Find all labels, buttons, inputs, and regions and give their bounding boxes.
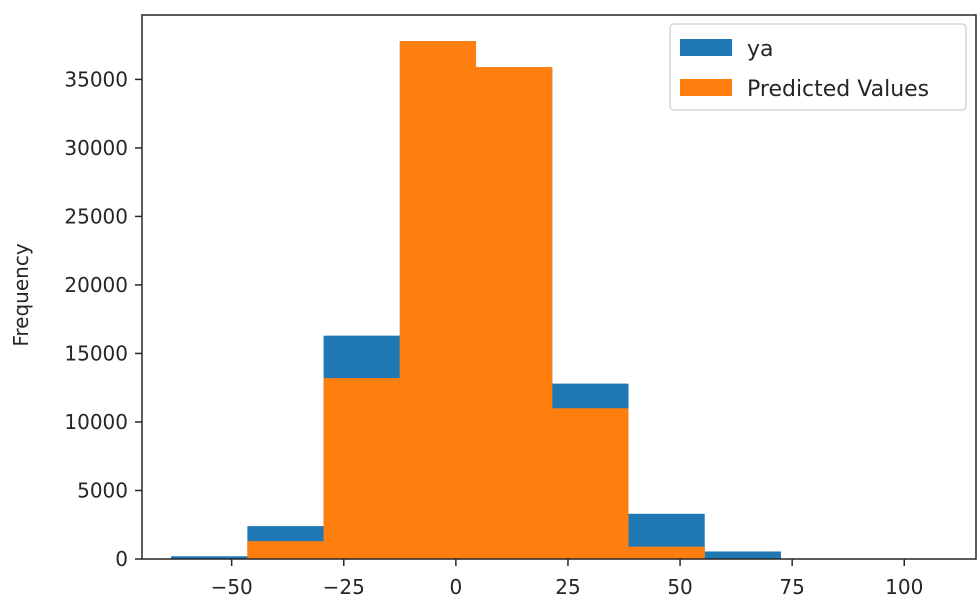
legend-frame xyxy=(669,23,967,111)
bar-predicted-values-1 xyxy=(323,378,400,559)
x-tick-label: 100 xyxy=(885,575,923,599)
legend-label-ya: ya xyxy=(747,37,774,62)
bar-predicted-values-4 xyxy=(552,408,629,559)
legend-swatch-predicted-values xyxy=(680,79,732,96)
y-axis-title: Frequency xyxy=(9,243,33,346)
bar-ya-7 xyxy=(704,551,781,559)
y-tick-label: 15000 xyxy=(64,341,128,365)
x-tick-label: 0 xyxy=(450,575,463,599)
x-tick-label: 50 xyxy=(667,575,692,599)
bar-predicted-values-5 xyxy=(628,546,705,559)
legend: ya Predicted Values xyxy=(669,23,967,111)
plot-frame xyxy=(141,14,977,560)
legend-label-predicted-values: Predicted Values xyxy=(747,77,929,102)
x-tick-label: −50 xyxy=(211,575,253,599)
x-tick-label: 75 xyxy=(779,575,804,599)
bar-ya-0 xyxy=(171,556,248,559)
y-tick-label: 25000 xyxy=(64,204,128,228)
y-tick-label: 35000 xyxy=(64,67,128,91)
bar-predicted-values-0 xyxy=(247,541,324,559)
y-tick-label: 20000 xyxy=(64,273,128,297)
legend-swatch-ya xyxy=(680,39,732,56)
y-tick-label: 10000 xyxy=(64,410,128,434)
y-tick-label: 5000 xyxy=(77,478,128,502)
x-axis: −50 −25 0 25 50 75 100 xyxy=(211,559,923,599)
y-tick-label: 30000 xyxy=(64,136,128,160)
y-axis: 0 5000 10000 15000 20000 25000 30000 35000 xyxy=(64,67,142,571)
y-tick-label: 0 xyxy=(115,547,128,571)
x-tick-label: −25 xyxy=(323,575,365,599)
bars-layer xyxy=(171,41,934,560)
x-tick-label: 25 xyxy=(555,575,580,599)
bar-predicted-values-3 xyxy=(476,67,553,559)
bar-predicted-values-2 xyxy=(399,41,477,559)
